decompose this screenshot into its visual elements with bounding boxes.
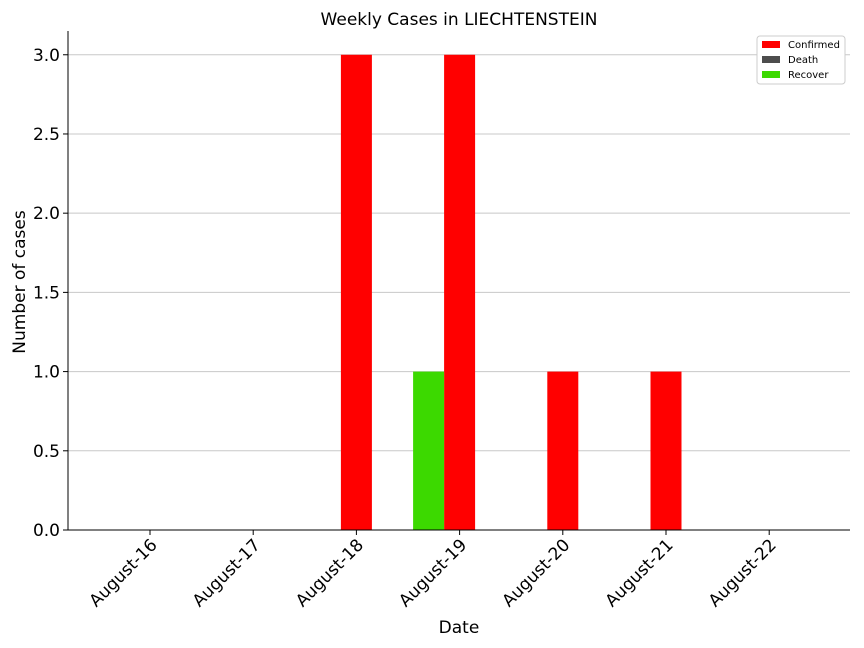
legend-swatch-recover	[762, 71, 780, 78]
axes	[67, 31, 850, 531]
bar-confirmed-august-21	[650, 371, 682, 530]
bar-recover-august-19	[413, 371, 445, 530]
y-tick-label: 0.5	[33, 442, 60, 462]
x-tick-label: August-21	[602, 535, 678, 611]
y-tick-label: 3.0	[33, 46, 60, 66]
x-tick-label: August-22	[705, 535, 781, 611]
legend: Confirmed Death Recover	[756, 35, 846, 85]
x-tick-label: August-17	[189, 535, 265, 611]
y-tick-label: 1.0	[33, 363, 60, 383]
chart-title: Weekly Cases in LIECHTENSTEIN	[321, 10, 598, 30]
legend-label-death: Death	[788, 55, 818, 66]
legend-swatch-death	[762, 56, 780, 63]
x-tick-label: August-16	[86, 535, 162, 611]
legend-label-recover: Recover	[788, 70, 829, 81]
y-ticks: 0.0 0.5 1.0 1.5 2.0 2.5 3.0	[33, 46, 68, 541]
x-ticks: August-16 August-17 August-18 August-19 Augu…	[86, 530, 781, 611]
x-tick-label: August-18	[292, 535, 368, 611]
bars	[340, 54, 682, 531]
x-tick-label: August-20	[498, 535, 574, 611]
y-tick-label: 1.5	[33, 283, 60, 303]
y-tick-label: 0.0	[33, 521, 60, 541]
legend-label-confirmed: Confirmed	[788, 40, 840, 51]
y-axis-label: Number of cases	[10, 210, 30, 354]
legend-swatch-confirmed	[762, 41, 780, 48]
bar-confirmed-august-19	[444, 54, 476, 531]
y-tick-label: 2.5	[33, 125, 60, 145]
x-axis-label: Date	[439, 618, 480, 638]
bar-confirmed-august-20	[547, 371, 579, 530]
bar-confirmed-august-18	[340, 54, 372, 531]
y-tick-label: 2.0	[33, 204, 60, 224]
x-tick-label: August-19	[395, 535, 471, 611]
